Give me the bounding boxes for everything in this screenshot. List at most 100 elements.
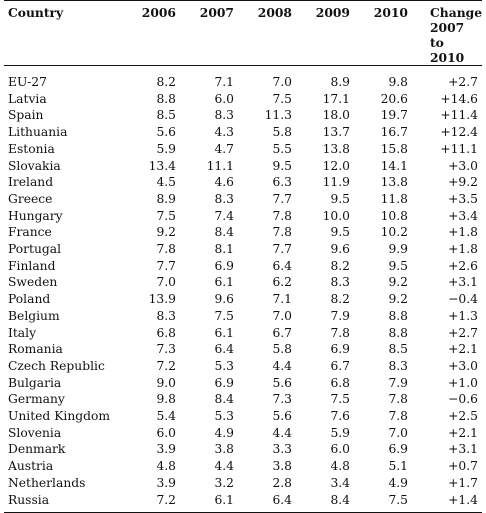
cell-2008: 5.5: [272, 141, 292, 156]
header-2008: 2008: [234, 0, 292, 66]
cell-country: Bulgaria: [8, 375, 62, 390]
cell-change: +2.1: [448, 425, 478, 440]
table-row: Romania 7.3 6.4 5.8 6.9 8.5 +2.1: [4, 341, 482, 358]
cell-2009: 11.9: [322, 175, 350, 190]
cell-2010: 6.9: [388, 442, 408, 457]
table-row: Belgium 8.3 7.5 7.0 7.9 8.8 +1.3: [4, 308, 482, 325]
table-row: EU-27 8.2 7.1 7.0 8.9 9.8 +2.7: [4, 66, 482, 91]
cell-2009: 6.8: [330, 375, 350, 390]
cell-change: +3.1: [448, 275, 478, 290]
cell-2006: 4.8: [156, 459, 176, 474]
cell-2007: 6.1: [214, 325, 234, 340]
cell-country: Greece: [8, 191, 53, 206]
cell-change: +3.1: [448, 442, 478, 457]
table-row: Austria 4.8 4.4 3.8 4.8 5.1 +0.7: [4, 458, 482, 475]
cell-2009: 5.9: [330, 425, 350, 440]
cell-country: Denmark: [8, 442, 66, 457]
cell-change: +12.4: [440, 125, 478, 140]
cell-change: +2.5: [448, 409, 478, 424]
header-country: Country: [4, 0, 118, 66]
cell-change: +2.1: [448, 342, 478, 357]
cell-country: Slovenia: [8, 425, 62, 440]
cell-2006: 3.9: [156, 475, 176, 490]
cell-2007: 6.1: [214, 275, 234, 290]
cell-change: −0.4: [448, 292, 478, 307]
header-change: Change 2007 to 2010: [408, 0, 482, 66]
cell-2010: 10.8: [380, 208, 408, 223]
cell-2007: 5.3: [214, 409, 234, 424]
cell-2010: 11.8: [380, 191, 408, 206]
cell-2009: 7.6: [330, 409, 350, 424]
cell-2009: 8.3: [330, 275, 350, 290]
table-body: EU-27 8.2 7.1 7.0 8.9 9.8 +2.7 Latvia 8.8 6.0 7.5 1…: [4, 66, 482, 509]
cell-2007: 6.9: [214, 375, 234, 390]
cell-2006: 9.8: [156, 392, 176, 407]
table-row: Estonia 5.9 4.7 5.5 13.8 15.8 +11.1: [4, 141, 482, 158]
cell-change: +14.6: [440, 91, 478, 106]
cell-2007: 5.3: [214, 358, 234, 373]
cell-country: Slovakia: [8, 158, 61, 173]
cell-2010: 13.8: [380, 175, 408, 190]
cell-2010: 8.5: [388, 342, 408, 357]
table-row: Czech Republic 7.2 5.3 4.4 6.7 8.3 +3.0: [4, 358, 482, 375]
cell-2006: 7.7: [156, 258, 176, 273]
cell-2009: 8.2: [330, 292, 350, 307]
cell-2006: 8.5: [156, 108, 176, 123]
cell-2006: 8.9: [156, 191, 176, 206]
cell-country: Czech Republic: [8, 358, 105, 373]
table-row: Bulgaria 9.0 6.9 5.6 6.8 7.9 +1.0: [4, 375, 482, 392]
cell-2007: 8.4: [214, 392, 234, 407]
cell-2010: 10.2: [380, 225, 408, 240]
cell-2010: 9.8: [388, 75, 408, 89]
cell-2009: 7.9: [330, 308, 350, 323]
cell-2008: 9.5: [272, 158, 292, 173]
cell-2008: 6.4: [272, 258, 292, 273]
table-row: Hungary 7.5 7.4 7.8 10.0 10.8 +3.4: [4, 208, 482, 225]
cell-2009: 9.5: [330, 225, 350, 240]
cell-2008: 5.6: [272, 409, 292, 424]
cell-2009: 8.2: [330, 258, 350, 273]
cell-2008: 5.6: [272, 375, 292, 390]
cell-2009: 18.0: [322, 108, 350, 123]
cell-change: +3.5: [448, 191, 478, 206]
cell-change: −0.6: [448, 392, 478, 407]
cell-2009: 13.8: [322, 141, 350, 156]
cell-2007: 4.7: [214, 141, 234, 156]
cell-2007: 7.5: [214, 308, 234, 323]
table-row: Latvia 8.8 6.0 7.5 17.1 20.6 +14.6: [4, 91, 482, 108]
cell-country: France: [8, 225, 52, 240]
cell-2009: 3.4: [330, 475, 350, 490]
cell-country: Italy: [8, 325, 37, 340]
cell-2010: 14.1: [380, 158, 408, 173]
cell-2009: 9.5: [330, 191, 350, 206]
cell-change: +3.0: [448, 158, 478, 173]
cell-2010: 9.2: [388, 275, 408, 290]
cell-2008: 6.7: [272, 325, 292, 340]
cell-2008: 5.8: [272, 125, 292, 140]
table-row: France 9.2 8.4 7.8 9.5 10.2 +1.8: [4, 224, 482, 241]
table-row: Poland 13.9 9.6 7.1 8.2 9.2 −0.4: [4, 291, 482, 308]
table-row: Netherlands 3.9 3.2 2.8 3.4 4.9 +1.7: [4, 475, 482, 492]
cell-country: United Kingdom: [8, 409, 111, 424]
cell-change: +0.7: [448, 459, 478, 474]
cell-change: +1.3: [448, 308, 478, 323]
cell-change: +1.0: [448, 375, 478, 390]
table-row: Germany 9.8 8.4 7.3 7.5 7.8 −0.6: [4, 391, 482, 408]
cell-2008: 6.3: [272, 175, 292, 190]
cell-2009: 12.0: [322, 158, 350, 173]
header-2009: 2009: [292, 0, 350, 66]
cell-country: EU-27: [8, 75, 47, 89]
cell-country: Finland: [8, 258, 56, 273]
cell-country: Ireland: [8, 175, 54, 190]
cell-change: +2.7: [448, 75, 478, 89]
cell-2006: 5.9: [156, 141, 176, 156]
cell-2007: 8.3: [214, 108, 234, 123]
cell-change: +2.6: [448, 258, 478, 273]
cell-2008: 5.8: [272, 342, 292, 357]
cell-2006: 4.5: [156, 175, 176, 190]
table-row: Spain 8.5 8.3 11.3 18.0 19.7 +11.4: [4, 107, 482, 124]
cell-2006: 13.9: [148, 292, 176, 307]
cell-2009: 6.9: [330, 342, 350, 357]
cell-2007: 9.6: [214, 292, 234, 307]
table-row: Greece 8.9 8.3 7.7 9.5 11.8 +3.5: [4, 191, 482, 208]
